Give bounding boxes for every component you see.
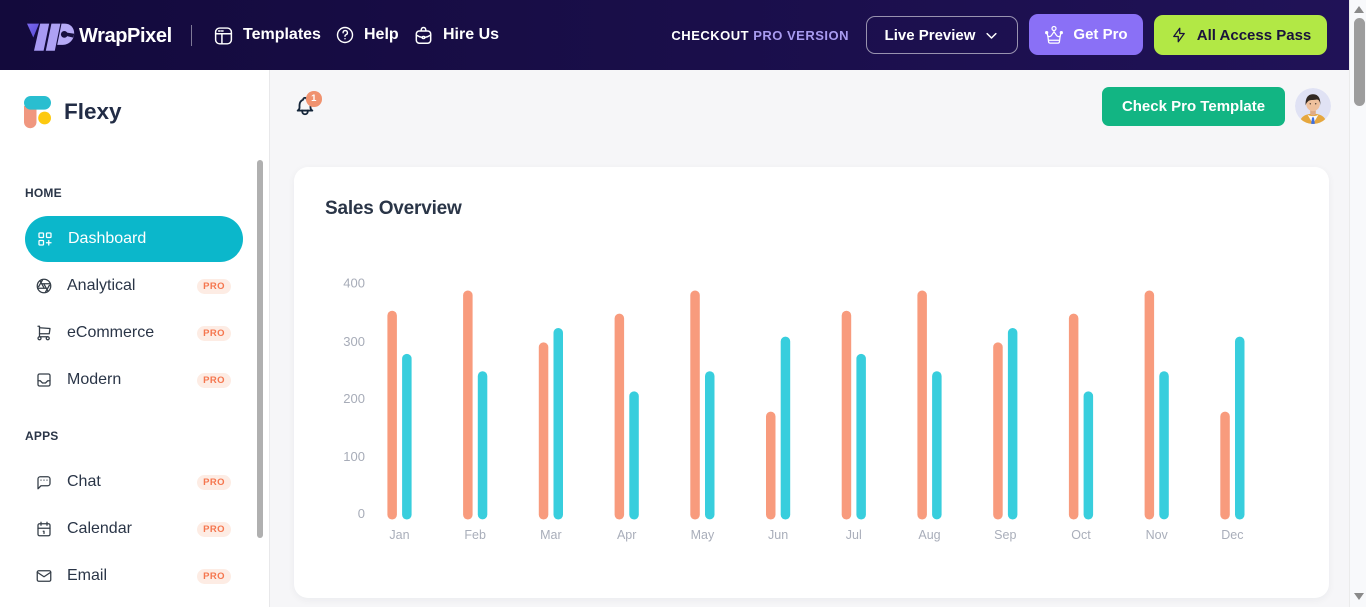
- svg-text:Jun: Jun: [768, 528, 788, 542]
- svg-text:Apr: Apr: [617, 528, 636, 542]
- svg-text:200: 200: [343, 391, 365, 406]
- svg-text:0: 0: [358, 506, 365, 521]
- svg-text:Mar: Mar: [540, 528, 562, 542]
- svg-text:Feb: Feb: [464, 528, 486, 542]
- svg-text:Oct: Oct: [1071, 528, 1091, 542]
- svg-text:100: 100: [343, 449, 365, 464]
- svg-text:May: May: [691, 528, 715, 542]
- svg-text:Dec: Dec: [1221, 528, 1243, 542]
- svg-text:Jul: Jul: [846, 528, 862, 542]
- svg-text:400: 400: [343, 276, 365, 291]
- svg-text:Sep: Sep: [994, 528, 1016, 542]
- svg-text:Aug: Aug: [918, 528, 940, 542]
- svg-text:Nov: Nov: [1146, 528, 1169, 542]
- svg-text:300: 300: [343, 334, 365, 349]
- svg-text:Jan: Jan: [389, 528, 409, 542]
